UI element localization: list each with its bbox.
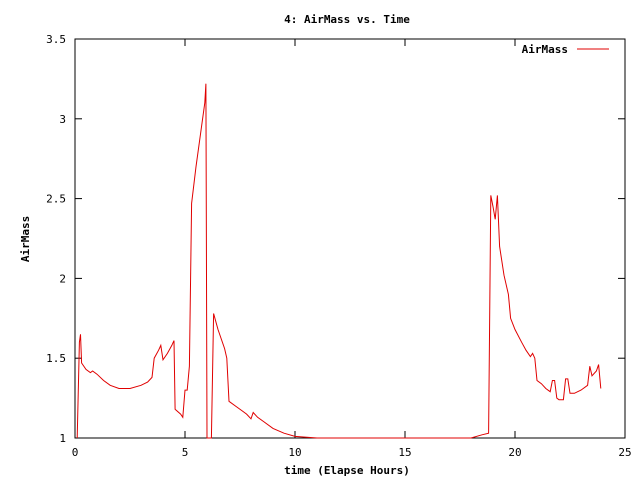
legend: AirMass bbox=[522, 43, 609, 56]
plot-frame bbox=[74, 38, 626, 439]
y-tick-label: 3 bbox=[59, 113, 66, 126]
y-tick-label: 1.5 bbox=[46, 352, 66, 365]
y-tick-label: 2 bbox=[59, 272, 66, 285]
y-tick-label: 1 bbox=[59, 432, 66, 445]
x-tick-label: 0 bbox=[72, 446, 79, 459]
y-axis-label: AirMass bbox=[19, 216, 32, 262]
series-layer bbox=[76, 83, 602, 439]
axis-ticks bbox=[74, 38, 626, 439]
x-tick-label: 15 bbox=[398, 446, 411, 459]
legend-label: AirMass bbox=[522, 43, 568, 56]
x-tick-label: 25 bbox=[618, 446, 631, 459]
chart-title: 4: AirMass vs. Time bbox=[284, 13, 410, 26]
series-line-airmass bbox=[76, 83, 602, 439]
y-tick-label: 2.5 bbox=[46, 193, 66, 206]
x-tick-label: 5 bbox=[182, 446, 189, 459]
x-tick-label: 20 bbox=[508, 446, 521, 459]
axis-tick-labels: 0 5 10 15 20 25 1 1.5 2 2.5 3 3.5 bbox=[46, 33, 632, 459]
y-tick-label: 3.5 bbox=[46, 33, 66, 46]
x-axis-label: time (Elapse Hours) bbox=[284, 464, 410, 477]
x-tick-label: 10 bbox=[288, 446, 301, 459]
